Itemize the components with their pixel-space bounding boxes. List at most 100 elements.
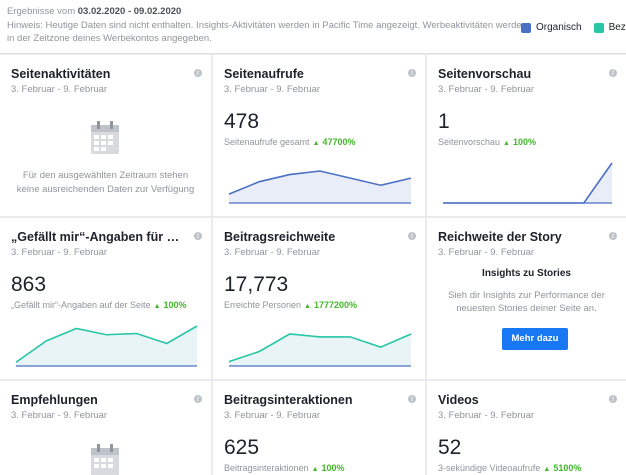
legend-paid-label: Bezahlt [608, 22, 626, 33]
up-arrow-icon: ▲ [304, 303, 311, 310]
metric-change: 47700% [322, 137, 356, 147]
card-title: Beitragsinteraktionen [224, 393, 353, 407]
card-title: Seitenaufrufe [224, 67, 304, 81]
info-icon[interactable]: i [408, 232, 416, 240]
empty-line-1: Für den ausgewählten Zeitraum stehen [22, 170, 189, 181]
info-icon[interactable]: i [194, 395, 202, 403]
metric-subtitle: 3-sekündige Videoaufrufe ▲ 5100% [438, 463, 581, 473]
stories-line-1: Sieh dir Insights zur Performance der [448, 290, 605, 301]
metric-subtitle-text: Erreichte Personen [224, 300, 302, 310]
info-icon[interactable]: i [609, 232, 617, 240]
metric-value: 863 [11, 273, 47, 296]
metric-value: 478 [224, 110, 260, 133]
metric-subtitle-text: „Gefällt mir“-Angaben auf der Seite [11, 300, 151, 310]
card-videos[interactable]: Videos 3. Februar - 9. Februar i 52 3-se… [427, 381, 626, 475]
sparkline-gefaellt-mir [15, 325, 198, 367]
card-date: 3. Februar - 9. Februar [224, 247, 321, 258]
metric-subtitle: „Gefällt mir“-Angaben auf der Seite ▲ 100% [11, 300, 187, 310]
card-date: 3. Februar - 9. Februar [438, 84, 535, 95]
info-icon[interactable]: i [408, 395, 416, 403]
sparkline-area [443, 163, 612, 203]
card-title: Empfehlungen [11, 393, 98, 407]
card-seitenaktivitaeten[interactable]: Seitenaktivitäten 3. Februar - 9. Februa… [0, 55, 211, 216]
sparkline-area [16, 326, 197, 366]
legend-item-organic[interactable]: Organisch [521, 22, 582, 33]
stories-description: Sieh dir Insights zur Performance der ne… [427, 289, 626, 315]
card-date: 3. Februar - 9. Februar [11, 410, 108, 421]
info-icon[interactable]: i [194, 232, 202, 240]
sparkline-area [229, 171, 411, 203]
up-arrow-icon: ▲ [312, 140, 320, 147]
results-prefix: Ergebnisse vom [7, 6, 76, 17]
legend-item-paid[interactable]: Bezahlt [593, 22, 626, 33]
card-seitenvorschau[interactable]: Seitenvorschau 3. Februar - 9. Februar i… [427, 55, 626, 216]
sparkline-seitenaufrufe [228, 170, 412, 204]
calendar-icon [91, 121, 119, 154]
sparkline-line [443, 162, 613, 204]
metric-change: 5100% [553, 463, 582, 473]
card-beitragsreichweite[interactable]: Beitragsreichweite 3. Februar - 9. Febru… [213, 218, 425, 379]
legend: Organisch Bezahlt [521, 22, 626, 33]
info-icon[interactable]: i [609, 395, 617, 403]
card-title: Seitenvorschau [438, 67, 532, 81]
card-title: Beitragsreichweite [224, 230, 336, 244]
sparkline-area [229, 334, 411, 366]
card-title: Reichweite der Story [438, 230, 562, 244]
stories-line-2: neuesten Stories deiner Seite an. [456, 303, 597, 314]
sparkline-seitenvorschau [443, 162, 613, 204]
organic-swatch [521, 22, 531, 33]
up-arrow-icon: ▲ [153, 303, 161, 310]
metric-value: 1 [438, 110, 450, 133]
empty-line-2: keine ausreichenden Daten zur Verfügung [16, 184, 195, 195]
card-date: 3. Februar - 9. Februar [438, 247, 535, 258]
metric-subtitle-text: Beitragsinteraktionen [224, 463, 309, 473]
up-arrow-icon: ▲ [311, 466, 319, 473]
paid-swatch [593, 22, 604, 33]
sparkline-line [15, 325, 198, 363]
metric-subtitle-text: 3-sekündige Videoaufrufe [438, 463, 541, 473]
metric-change: 100% [321, 463, 345, 473]
card-story-reichweite[interactable]: Reichweite der Story 3. Februar - 9. Feb… [427, 218, 626, 379]
metric-subtitle: Erreichte Personen ▲ 1777200% [224, 300, 357, 310]
info-icon[interactable]: i [194, 69, 202, 77]
metric-subtitle-text: Seitenvorschau [438, 137, 501, 147]
card-gefaellt-mir[interactable]: „Gefällt mir“-Angaben für die Seite 3. F… [0, 218, 211, 379]
stories-heading: Insights zu Stories [482, 268, 571, 279]
empty-state-text: Für den ausgewählten Zeitraum stehen kei… [0, 169, 211, 197]
up-arrow-icon: ▲ [503, 140, 510, 147]
results-range: 03.02.2020 - 09.02.2020 [77, 6, 182, 17]
sparkline-line [228, 333, 412, 363]
results-range-line: Ergebnisse vom 03.02.2020 - 09.02.2020 [7, 6, 181, 17]
legend-organic-label: Organisch [536, 22, 582, 33]
card-date: 3. Februar - 9. Februar [11, 247, 108, 258]
card-empfehlungen[interactable]: Empfehlungen 3. Februar - 9. Februar i [0, 381, 211, 475]
metric-subtitle-text: Seitenaufrufe gesamt [224, 137, 310, 147]
card-title: Seitenaktivitäten [11, 67, 111, 81]
note-line-1: Hinweis: Heutige Daten sind nicht enthal… [7, 20, 527, 31]
up-arrow-icon: ▲ [543, 466, 551, 473]
metric-value: 52 [438, 436, 462, 459]
info-icon[interactable]: i [408, 69, 416, 77]
card-date: 3. Februar - 9. Februar [224, 84, 321, 95]
metric-change: 1777200% [313, 300, 358, 310]
metric-change: 100% [163, 300, 187, 310]
header-notice: Ergebnisse vom 03.02.2020 - 09.02.2020 H… [0, 0, 626, 54]
card-seitenaufrufe[interactable]: Seitenaufrufe 3. Februar - 9. Februar i … [213, 55, 425, 216]
card-beitragsinteraktionen[interactable]: Beitragsinteraktionen 3. Februar - 9. Fe… [213, 381, 425, 475]
card-title: Videos [438, 393, 479, 407]
mehr-dazu-button[interactable]: Mehr dazu [502, 328, 568, 350]
metric-subtitle: Seitenaufrufe gesamt ▲ 47700% [224, 137, 356, 147]
card-date: 3. Februar - 9. Februar [438, 410, 535, 421]
card-date: 3. Februar - 9. Februar [11, 84, 108, 95]
metric-value: 625 [224, 436, 260, 459]
metric-subtitle: Seitenvorschau ▲ 100% [438, 137, 536, 147]
card-title: „Gefällt mir“-Angaben für die Seite [11, 230, 186, 244]
info-icon[interactable]: i [609, 69, 617, 77]
calendar-icon [91, 444, 119, 475]
metric-change: 100% [512, 137, 537, 147]
sparkline-beitragsreichweite [228, 333, 412, 367]
metric-subtitle: Beitragsinteraktionen ▲ 100% [224, 463, 345, 473]
note-line-2: in der Zeitzone deines Werbekontos angeg… [7, 33, 212, 44]
metric-value: 17,773 [224, 273, 289, 296]
card-date: 3. Februar - 9. Februar [224, 410, 321, 421]
